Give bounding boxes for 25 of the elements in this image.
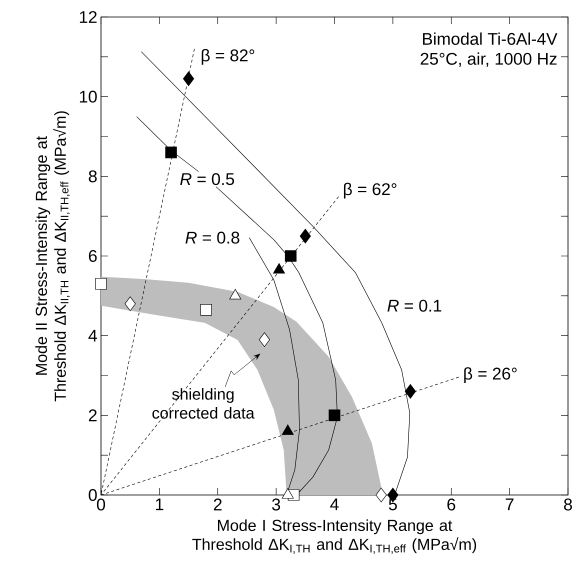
y-tick-label: 2 [88, 409, 97, 422]
y-tick-label: 10 [80, 90, 97, 103]
x-tick-label: 1 [156, 498, 164, 510]
annotation: Bimodal Ti-6Al-4V [423, 32, 558, 45]
annotation: 25°C, air, 1000 Hz [420, 52, 557, 67]
x-tick-label: 2 [214, 498, 222, 510]
series-label: R = 0.5 [180, 173, 234, 186]
x-axis-title: Mode I Stress-Intensity Range at Threshold ΔK$_{I,TH}$ and ΔK$_{I,TH,eff}$ (MPa√m) [192, 519, 476, 554]
x-tick-label: 8 [564, 498, 572, 511]
y-tick-label: 4 [88, 330, 97, 342]
annotation: shielding corrected data [152, 388, 255, 419]
series-label: R = 0.1 [388, 300, 442, 312]
series-label: β = 82° [202, 48, 254, 65]
y-tick-label: 0 [88, 489, 97, 501]
x-tick-label: 6 [447, 498, 456, 511]
y-tick-label: 6 [88, 250, 97, 262]
x-tick-label: 7 [506, 498, 514, 510]
y-tick-label: 12 [80, 11, 97, 23]
y-tick-label: 8 [88, 170, 97, 182]
series-label: β = 62° [344, 182, 396, 199]
x-tick-label: 3 [272, 498, 280, 511]
series-label: R = 0.8 [186, 232, 240, 244]
x-tick-label: 4 [330, 498, 339, 510]
series-label: β = 26° [464, 367, 517, 383]
x-tick-label: 0 [96, 498, 106, 511]
